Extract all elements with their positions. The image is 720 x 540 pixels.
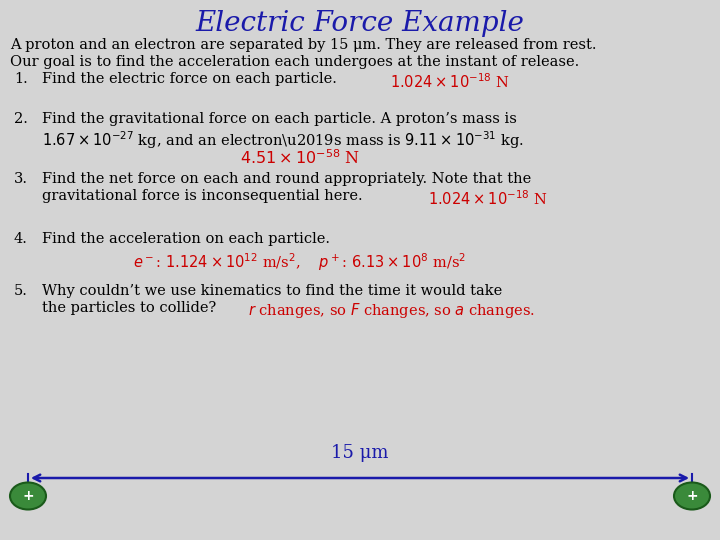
Text: Electric Force Example: Electric Force Example <box>196 10 524 37</box>
Text: Find the net force on each and round appropriately. Note that the: Find the net force on each and round app… <box>42 172 531 186</box>
Text: the particles to collide?: the particles to collide? <box>42 301 216 315</box>
Text: Why couldn’t we use kinematics to find the time it would take: Why couldn’t we use kinematics to find t… <box>42 284 503 298</box>
Text: $4.51 \times 10^{-58}$ N: $4.51 \times 10^{-58}$ N <box>240 149 360 168</box>
Text: 15 μm: 15 μm <box>331 444 389 462</box>
Text: 4.: 4. <box>14 232 28 246</box>
Text: Find the acceleration on each particle.: Find the acceleration on each particle. <box>42 232 330 246</box>
Text: $1.024 \times 10^{-18}$ N: $1.024 \times 10^{-18}$ N <box>428 189 547 208</box>
Text: Find the electric force on each particle.: Find the electric force on each particle… <box>42 72 337 86</box>
Text: 2.: 2. <box>14 112 28 126</box>
Text: $1.024 \times 10^{-18}$ N: $1.024 \times 10^{-18}$ N <box>390 72 510 91</box>
Text: +: + <box>686 489 698 503</box>
Ellipse shape <box>674 483 710 510</box>
Text: $1.67 \times 10^{-27}$ kg, and an electron\u2019s mass is $9.11 \times 10^{-31}$: $1.67 \times 10^{-27}$ kg, and an electr… <box>42 129 524 151</box>
Text: Find the gravitational force on each particle. A proton’s mass is: Find the gravitational force on each par… <box>42 112 517 126</box>
Text: $r$ changes, so $F$ changes, so $a$ changes.: $r$ changes, so $F$ changes, so $a$ chan… <box>248 301 535 320</box>
Text: 5.: 5. <box>14 284 28 298</box>
Text: Our goal is to find the acceleration each undergoes at the instant of release.: Our goal is to find the acceleration eac… <box>10 55 580 69</box>
Ellipse shape <box>10 483 46 510</box>
Text: +: + <box>22 489 34 503</box>
Text: $e^-$: $1.124 \times 10^{12}$ m/s$^2$,    $p^+$: $6.13 \times 10^{8}$ m/s$^2$: $e^-$: $1.124 \times 10^{12}$ m/s$^2$, $… <box>133 251 467 273</box>
Text: 1.: 1. <box>14 72 28 86</box>
Text: 3.: 3. <box>14 172 28 186</box>
Text: A proton and an electron are separated by 15 μm. They are released from rest.: A proton and an electron are separated b… <box>10 38 596 52</box>
Text: gravitational force is inconsequential here.: gravitational force is inconsequential h… <box>42 189 363 203</box>
